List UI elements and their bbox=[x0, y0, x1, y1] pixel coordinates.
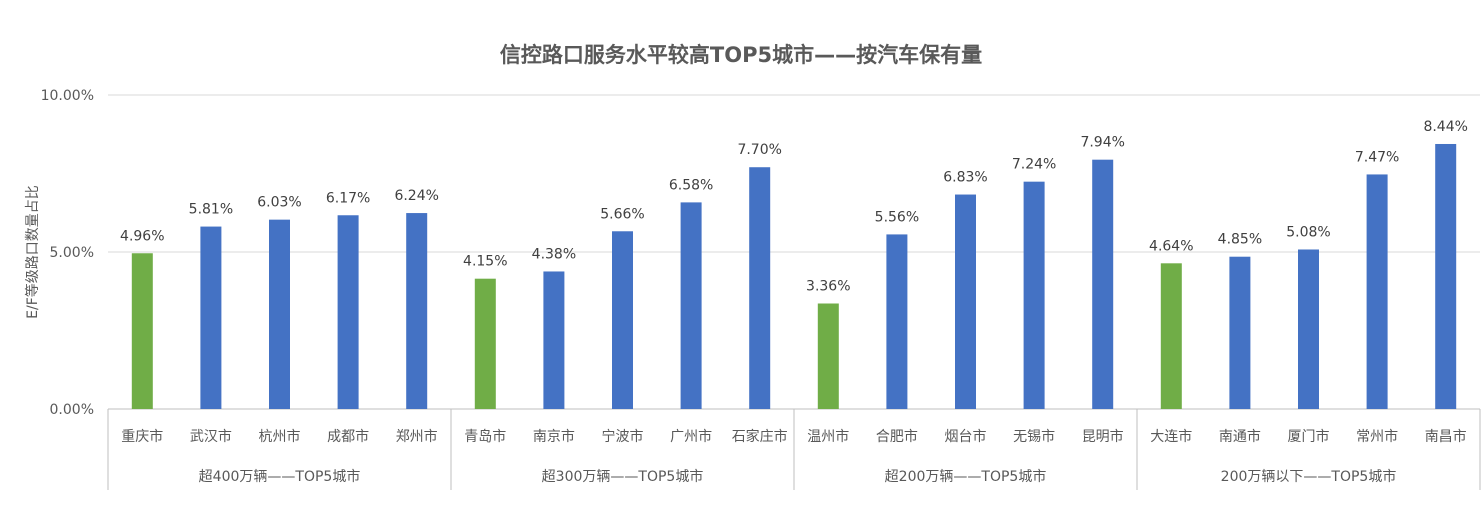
bar bbox=[131, 253, 153, 409]
data-label: 8.44% bbox=[1423, 119, 1467, 135]
bar bbox=[269, 219, 290, 409]
category-label: 烟台市 bbox=[945, 428, 987, 445]
data-label: 5.08% bbox=[1286, 224, 1330, 240]
category-label: 厦门市 bbox=[1288, 428, 1330, 445]
bar bbox=[474, 278, 496, 409]
category-label: 大连市 bbox=[1150, 428, 1192, 445]
category-label: 石家庄市 bbox=[732, 428, 788, 445]
bar bbox=[1023, 181, 1045, 409]
category-label: 杭州市 bbox=[259, 428, 301, 445]
bar bbox=[200, 226, 222, 409]
gridlines bbox=[107, 94, 1481, 490]
group-labels: 超400万辆——TOP5城市 超300万辆——TOP5城市 超200万辆——TOP5… bbox=[199, 468, 1397, 485]
category-label: 温州市 bbox=[807, 428, 849, 445]
group-label: 超400万辆——TOP5城市 bbox=[199, 468, 361, 485]
category-label: 广州市 bbox=[670, 428, 712, 445]
bar bbox=[955, 194, 976, 409]
category-label: 合肥市 bbox=[876, 428, 918, 445]
data-labels: 4.96% 5.81% 6.03% 6.17% 6.24% 4.15% 4.38% 5.66%… bbox=[120, 119, 1468, 295]
data-label: 3.36% bbox=[806, 278, 850, 294]
category-label: 常州市 bbox=[1356, 428, 1398, 445]
category-label: 重庆市 bbox=[121, 428, 163, 445]
bar bbox=[406, 213, 428, 409]
bar bbox=[1229, 256, 1251, 409]
data-label: 6.17% bbox=[326, 190, 370, 206]
category-labels: 重庆市 武汉市 杭州市 成都市 郑州市 青岛市 南京市 宁波市 广州市 石家庄市 温州市 合肥市 烟台市… bbox=[121, 428, 1466, 445]
category-label: 无锡市 bbox=[1013, 428, 1055, 445]
data-label: 7.94% bbox=[1080, 135, 1124, 151]
category-label: 南通市 bbox=[1219, 428, 1261, 445]
data-label: 6.24% bbox=[394, 188, 438, 204]
category-label: 郑州市 bbox=[396, 428, 438, 445]
chart-title: 信控路口服务水平较高TOP5城市——按汽车保有量 bbox=[500, 43, 982, 67]
category-label: 青岛市 bbox=[464, 428, 506, 445]
data-label: 7.24% bbox=[1012, 157, 1056, 173]
bar bbox=[1092, 159, 1114, 409]
group-label: 超200万辆——TOP5城市 bbox=[885, 468, 1047, 485]
bar bbox=[749, 167, 771, 409]
data-label: 6.58% bbox=[669, 177, 713, 193]
y-axis-ticks: 0.00% 5.00% 10.00% bbox=[41, 88, 94, 418]
category-label: 成都市 bbox=[327, 428, 369, 445]
bar bbox=[1298, 249, 1319, 409]
bars bbox=[131, 143, 1457, 409]
category-label: 武汉市 bbox=[190, 428, 232, 445]
bar bbox=[1435, 143, 1457, 409]
y-tick-label: 10.00% bbox=[41, 88, 94, 104]
bar bbox=[817, 303, 839, 409]
data-label: 6.83% bbox=[943, 170, 987, 186]
group-label: 200万辆以下——TOP5城市 bbox=[1221, 468, 1397, 485]
bar bbox=[1160, 263, 1182, 409]
data-label: 7.70% bbox=[737, 142, 781, 158]
data-label: 4.85% bbox=[1218, 232, 1262, 248]
data-label: 5.66% bbox=[600, 206, 644, 222]
data-label: 4.38% bbox=[532, 246, 576, 262]
bar bbox=[680, 202, 702, 409]
data-label: 6.03% bbox=[257, 195, 301, 211]
bar bbox=[886, 234, 908, 409]
data-label: 4.15% bbox=[463, 254, 507, 270]
category-label: 宁波市 bbox=[602, 428, 644, 445]
bar bbox=[612, 231, 633, 409]
category-label: 南昌市 bbox=[1425, 428, 1467, 445]
data-label: 4.96% bbox=[120, 228, 164, 244]
y-tick-label: 0.00% bbox=[50, 402, 94, 418]
y-axis-label: E/F等级路口数量占比 bbox=[24, 185, 41, 319]
bar bbox=[543, 271, 565, 409]
category-label: 南京市 bbox=[533, 428, 575, 445]
y-tick-label: 5.00% bbox=[50, 245, 94, 261]
category-label: 昆明市 bbox=[1082, 428, 1124, 445]
data-label: 5.56% bbox=[875, 209, 919, 225]
bar bbox=[337, 215, 359, 409]
bar bbox=[1366, 174, 1388, 409]
data-label: 5.81% bbox=[189, 202, 233, 218]
group-label: 超300万辆——TOP5城市 bbox=[542, 468, 704, 485]
data-label: 4.64% bbox=[1149, 238, 1193, 254]
data-label: 7.47% bbox=[1355, 149, 1399, 165]
